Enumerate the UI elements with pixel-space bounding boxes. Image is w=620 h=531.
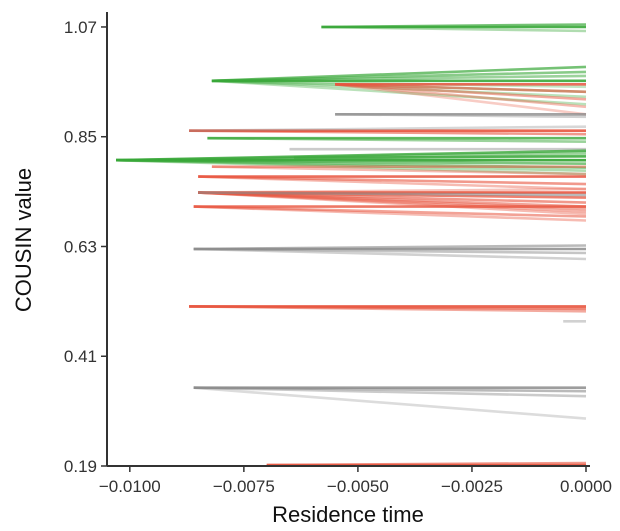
- series-line-gray: [189, 125, 587, 132]
- series-line-gray: [193, 247, 587, 261]
- series-lines: [116, 23, 587, 467]
- x-tick-label: 0.0000: [560, 477, 612, 496]
- series-line-green: [293, 155, 587, 159]
- y-axis-title: COUSIN value: [11, 168, 36, 312]
- series-line-red: [266, 461, 587, 467]
- series-line-gray: [193, 386, 587, 398]
- series-line-green: [321, 23, 587, 29]
- series-line-green: [321, 25, 587, 33]
- series-line-red: [334, 83, 587, 109]
- series-line-red: [189, 305, 587, 313]
- series-line-green: [211, 79, 587, 106]
- series-line-red: [198, 175, 587, 186]
- series-line-gray: [335, 113, 587, 119]
- series-line-green: [207, 136, 587, 143]
- series-line-red: [211, 165, 587, 176]
- series-line-red: [198, 191, 587, 216]
- y-tick-label: 0.41: [64, 347, 97, 366]
- y-tick-label: 0.85: [64, 128, 97, 147]
- series-line-green: [211, 74, 587, 83]
- x-axis-title: Residence time: [272, 502, 424, 527]
- x-axis-ticks: −0.0100 −0.0075 −0.0050 −0.0025 0.0000: [99, 466, 612, 496]
- series-line-gray: [193, 247, 587, 255]
- series-line-gray: [193, 386, 587, 393]
- y-tick-label: 1.07: [64, 18, 97, 37]
- series-line-red: [193, 205, 587, 222]
- series-line-red: [335, 83, 587, 101]
- x-tick-label: −0.0025: [441, 477, 503, 496]
- series-line-red: [198, 191, 587, 213]
- x-tick-label: −0.0050: [327, 477, 389, 496]
- series-line-gray: [198, 191, 587, 197]
- y-tick-label: 0.63: [64, 237, 97, 256]
- y-tick-label: 0.19: [64, 457, 97, 476]
- series-line-red: [334, 83, 587, 116]
- series-line-red: [189, 129, 587, 136]
- x-tick-label: −0.0075: [213, 477, 275, 496]
- series-line-gray: [193, 386, 587, 420]
- series-line-red: [198, 175, 587, 191]
- series-line-red: [193, 205, 587, 218]
- y-axis-ticks: 0.19 0.41 0.63 0.85 1.07: [64, 18, 107, 476]
- x-tick-label: −0.0100: [99, 477, 161, 496]
